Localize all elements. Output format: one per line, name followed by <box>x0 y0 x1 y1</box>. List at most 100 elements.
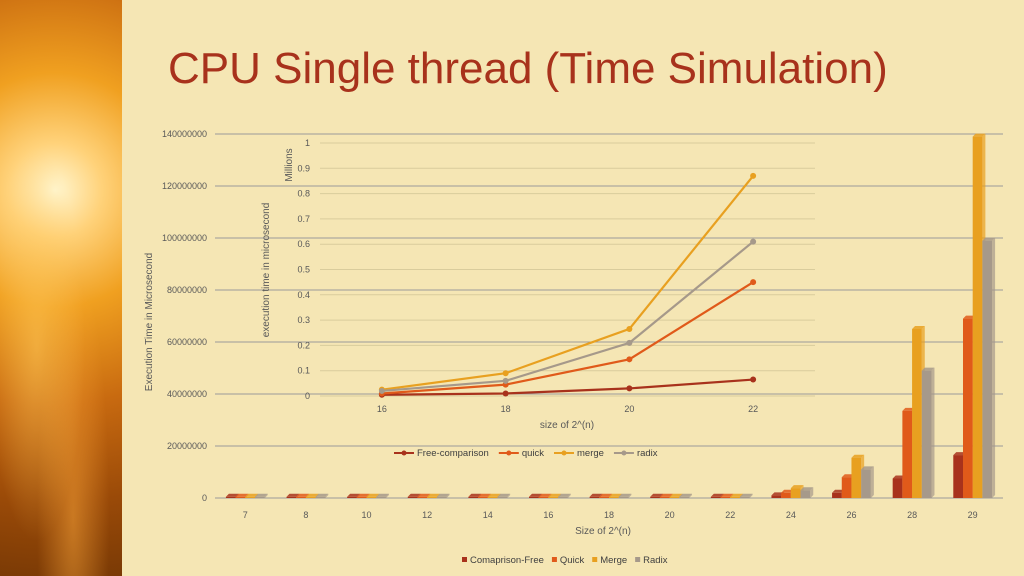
line-x-tick-label: 18 <box>501 404 511 414</box>
bar-radix-16 <box>558 493 571 498</box>
bar-face <box>366 496 377 498</box>
line-series-radix <box>381 240 754 393</box>
bar-top <box>832 489 845 493</box>
line-y-tick-label: 0.6 <box>297 239 310 249</box>
bar-radix-28 <box>921 367 935 498</box>
line-legend-label: quick <box>522 448 544 459</box>
bar-top <box>892 475 906 479</box>
bar-y-tick-label: 80000000 <box>167 285 207 295</box>
bar-top <box>436 493 450 497</box>
decorative-lightbulb-panel <box>0 0 122 576</box>
bar-face <box>235 496 246 498</box>
bar-x-axis-title: Size of 2^(n) <box>575 526 631 537</box>
line-legend-label: radix <box>637 448 658 459</box>
bar-top <box>245 493 259 497</box>
bar-face <box>659 496 670 498</box>
bar-face <box>315 496 326 498</box>
bar-top <box>650 493 663 497</box>
line-point-radix <box>750 238 757 245</box>
bar-face <box>800 490 811 498</box>
bar-top <box>921 367 935 371</box>
bar-top <box>589 493 603 497</box>
bar-top <box>235 493 249 497</box>
line-y-tick-label: 0.7 <box>297 214 310 224</box>
bar-face <box>497 496 508 498</box>
bar-face <box>710 496 721 498</box>
line-series-quick <box>381 281 754 395</box>
bar-face <box>720 496 731 498</box>
bar-face <box>609 496 619 498</box>
bar-legend-swatch <box>635 557 641 562</box>
bar-top <box>347 493 360 497</box>
line-y-tick-label: 0.1 <box>297 366 310 376</box>
bar-face <box>407 496 418 498</box>
bar-y-tick-label: 100000000 <box>162 233 207 243</box>
bar-side <box>810 487 814 498</box>
bar-side <box>507 493 511 498</box>
line-legend-label: Free-comparison <box>417 448 489 459</box>
line-legend-marker <box>621 450 627 456</box>
bar-radix-29 <box>982 237 996 498</box>
bar-top <box>225 493 239 497</box>
bar-top <box>478 493 491 497</box>
bar-face <box>781 492 791 498</box>
bar-face <box>669 496 680 498</box>
line-point-quick <box>626 356 633 363</box>
line-y-tick-label: 0.2 <box>297 340 310 350</box>
line-point-free-comparison <box>502 390 509 397</box>
line-y-tick-label: 0.9 <box>297 163 310 173</box>
bar-face <box>347 496 357 498</box>
bar-top <box>315 493 329 497</box>
bar-face <box>962 318 973 498</box>
bar-radix-7 <box>255 493 268 498</box>
bar-radix-22 <box>739 493 753 498</box>
bar-face <box>730 496 740 498</box>
line-x-tick-label: 16 <box>377 404 387 414</box>
bar-face <box>255 496 265 498</box>
bar-top <box>618 493 632 497</box>
bar-face <box>739 496 750 498</box>
bar-top <box>972 133 986 137</box>
bar-top <box>296 493 309 497</box>
bar-face <box>679 496 690 498</box>
bar-side <box>992 237 996 498</box>
bar-x-tick-label: 22 <box>725 510 735 520</box>
bar-radix-20 <box>679 493 693 498</box>
bar-top <box>286 493 300 497</box>
bar-side <box>567 493 571 498</box>
bar-top <box>669 493 683 497</box>
bar-x-tick-label: 29 <box>968 510 978 520</box>
bar-face <box>478 496 488 498</box>
bar-face <box>558 496 568 498</box>
line-point-radix <box>378 387 385 394</box>
line-y-tick-label: 0.5 <box>297 265 310 275</box>
bar-face <box>487 496 498 498</box>
bar-face <box>528 496 539 498</box>
bar-x-tick-label: 10 <box>362 510 372 520</box>
bar-top <box>548 493 562 497</box>
bar-top <box>781 489 794 493</box>
line-point-merge <box>626 325 633 332</box>
bar-legend-label: Comaprison-Free <box>470 555 544 566</box>
line-y-axis-title: execution time in microsecond <box>261 203 272 338</box>
line-y-tick-label: 0 <box>305 391 310 401</box>
bar-face <box>225 496 236 498</box>
bar-top <box>982 237 996 241</box>
bar-top <box>861 466 874 470</box>
bar-legend-label: Merge <box>600 555 627 566</box>
bar-top <box>417 493 431 497</box>
bar-top <box>902 407 916 411</box>
line-point-quick <box>750 279 757 286</box>
bar-y-tick-label: 0 <box>202 493 207 503</box>
bar-top <box>739 493 753 497</box>
bar-y-tick-label: 60000000 <box>167 337 207 347</box>
line-point-radix <box>502 377 509 384</box>
bar-top <box>841 474 855 478</box>
bar-legend-label: Radix <box>643 555 668 566</box>
bar-top <box>609 493 622 497</box>
bar-face <box>851 457 862 498</box>
bar-face <box>861 469 871 498</box>
bar-top <box>528 493 542 497</box>
bar-top <box>851 454 865 458</box>
